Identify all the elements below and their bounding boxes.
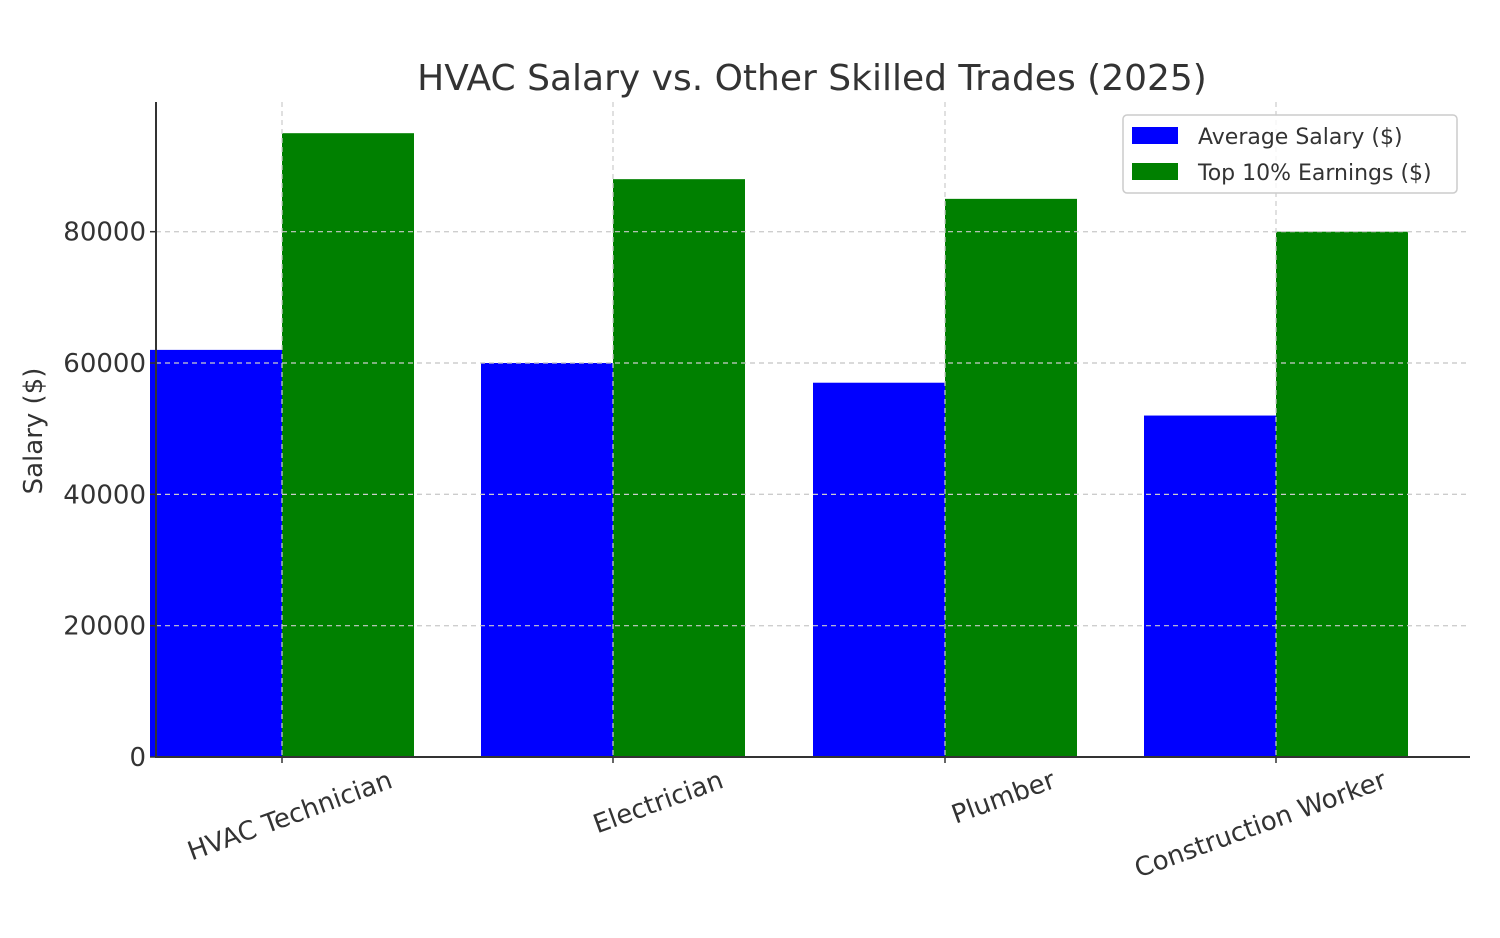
legend-frame xyxy=(1122,114,1458,194)
y-axis-ticks: 0 20000 40000 60000 80000 xyxy=(63,218,156,773)
chart-title: HVAC Salary vs. Other Skilled Trades (20… xyxy=(417,58,1207,99)
legend-swatch-1 xyxy=(1132,163,1178,180)
y-tick-label-0: 0 xyxy=(129,743,146,773)
bar-average-2 xyxy=(813,382,945,757)
y-axis-label: Salary ($) xyxy=(19,368,49,495)
y-tick-label-1: 20000 xyxy=(63,612,146,642)
legend: Average Salary ($) Top 10% Earnings ($) xyxy=(1122,114,1458,194)
legend-label-1: Top 10% Earnings ($) xyxy=(1197,161,1432,186)
y-tick-label-4: 80000 xyxy=(63,218,146,248)
bar-top10-2 xyxy=(945,198,1077,758)
legend-items: Average Salary ($) Top 10% Earnings ($) xyxy=(1132,125,1432,186)
legend-label-0: Average Salary ($) xyxy=(1198,125,1403,150)
y-tick-label-3: 60000 xyxy=(63,349,146,379)
bar-average-1 xyxy=(481,363,613,757)
bars xyxy=(150,102,1470,758)
bar-average-0 xyxy=(150,349,282,757)
bar-top10-0 xyxy=(282,133,414,757)
y-tick-label-2: 40000 xyxy=(63,480,146,510)
legend-swatch-0 xyxy=(1132,127,1178,144)
bar-average-3 xyxy=(1144,415,1276,757)
bar-top10-3 xyxy=(1276,231,1408,758)
x-tick-label-3: Construction Worker xyxy=(1131,765,1391,884)
x-tick-label-0: HVAC Technician xyxy=(184,765,397,867)
bar-top10-1 xyxy=(613,179,745,757)
x-tick-label-2: Plumber xyxy=(948,765,1060,830)
x-tick-label-1: Electrician xyxy=(589,765,727,840)
x-axis-ticks: HVAC Technician Electrician Plumber Constru… xyxy=(184,757,1391,884)
